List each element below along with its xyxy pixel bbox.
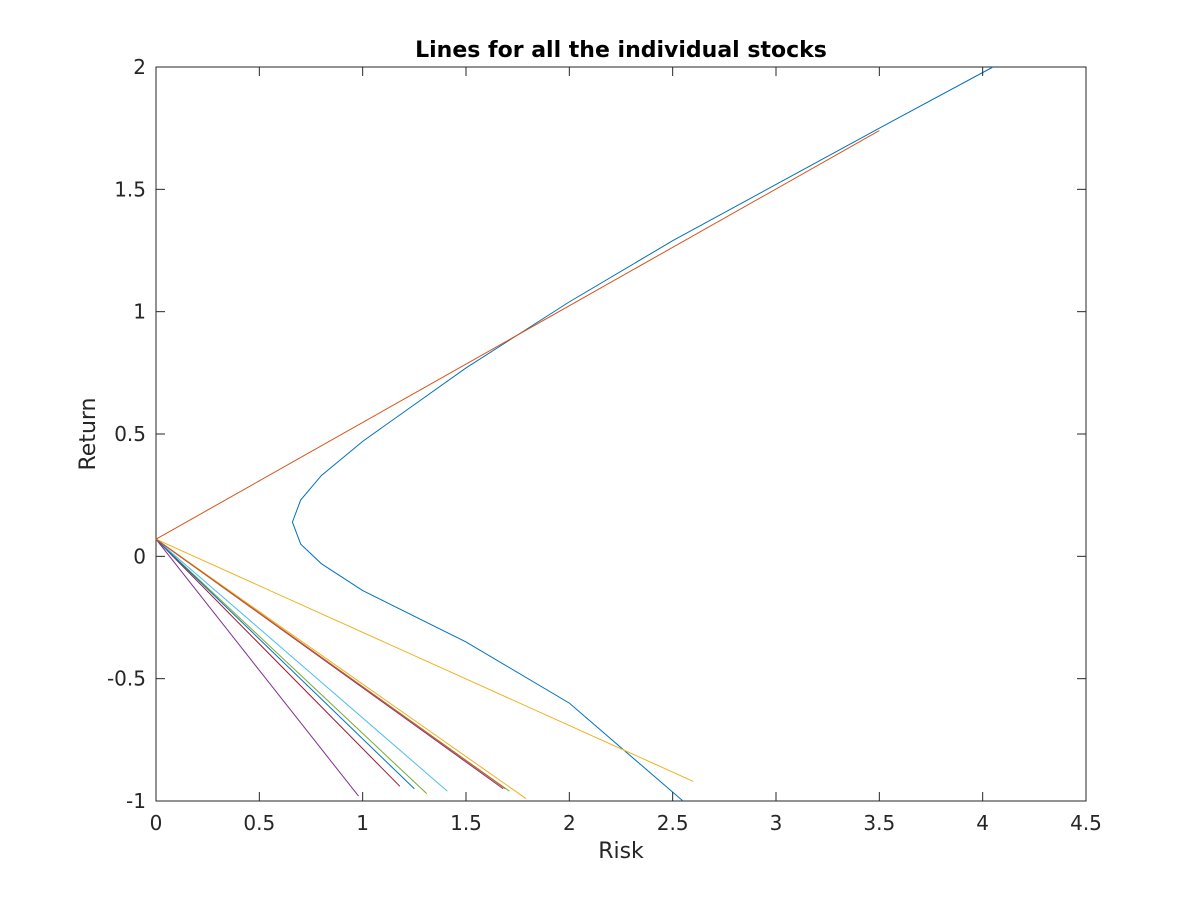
- series-line-4: [155, 538, 527, 799]
- y-tick-label: 0.5: [114, 422, 146, 446]
- series-line-10: [155, 538, 401, 787]
- series-line-3: [155, 538, 694, 782]
- x-tick-label: 2: [563, 811, 576, 835]
- x-tick-label: 0.5: [243, 811, 275, 835]
- y-axis-label: Return: [76, 397, 101, 470]
- series-line-11: [155, 538, 415, 790]
- series-line-5: [155, 538, 359, 797]
- y-tick-label: 1.5: [114, 177, 146, 201]
- plot-area: [155, 66, 1087, 802]
- x-tick-label: 2.5: [657, 811, 689, 835]
- series-line-1: [291, 66, 994, 802]
- series-line-9: [155, 538, 448, 792]
- x-tick-label: 1: [356, 811, 369, 835]
- x-tick-label: 1.5: [450, 811, 482, 835]
- y-tick-label: 0: [133, 544, 146, 568]
- y-tick-label: 1: [133, 300, 146, 324]
- chart-title: Lines for all the individual stocks: [415, 38, 827, 63]
- series-line-7: [155, 538, 428, 795]
- y-tick-label: -1: [126, 789, 146, 813]
- x-tick-label: 4: [976, 811, 989, 835]
- y-tick-label: 2: [133, 55, 146, 79]
- x-tick-label: 3: [770, 811, 783, 835]
- series-line-2: [155, 130, 880, 540]
- series-layer: [155, 66, 994, 802]
- tick-layer: 0 0.5 1 1.5 2 2.5 3 3.5 4 4.5 -1 -0.5 0 0.5 1 1.5 2: [107, 55, 1102, 835]
- x-tick-label: 3.5: [863, 811, 895, 835]
- series-line-12: [155, 538, 506, 790]
- x-axis-label: Risk: [598, 839, 644, 864]
- x-tick-label: 0: [150, 811, 163, 835]
- y-tick-label: -0.5: [107, 667, 146, 691]
- x-tick-label: 4.5: [1070, 811, 1102, 835]
